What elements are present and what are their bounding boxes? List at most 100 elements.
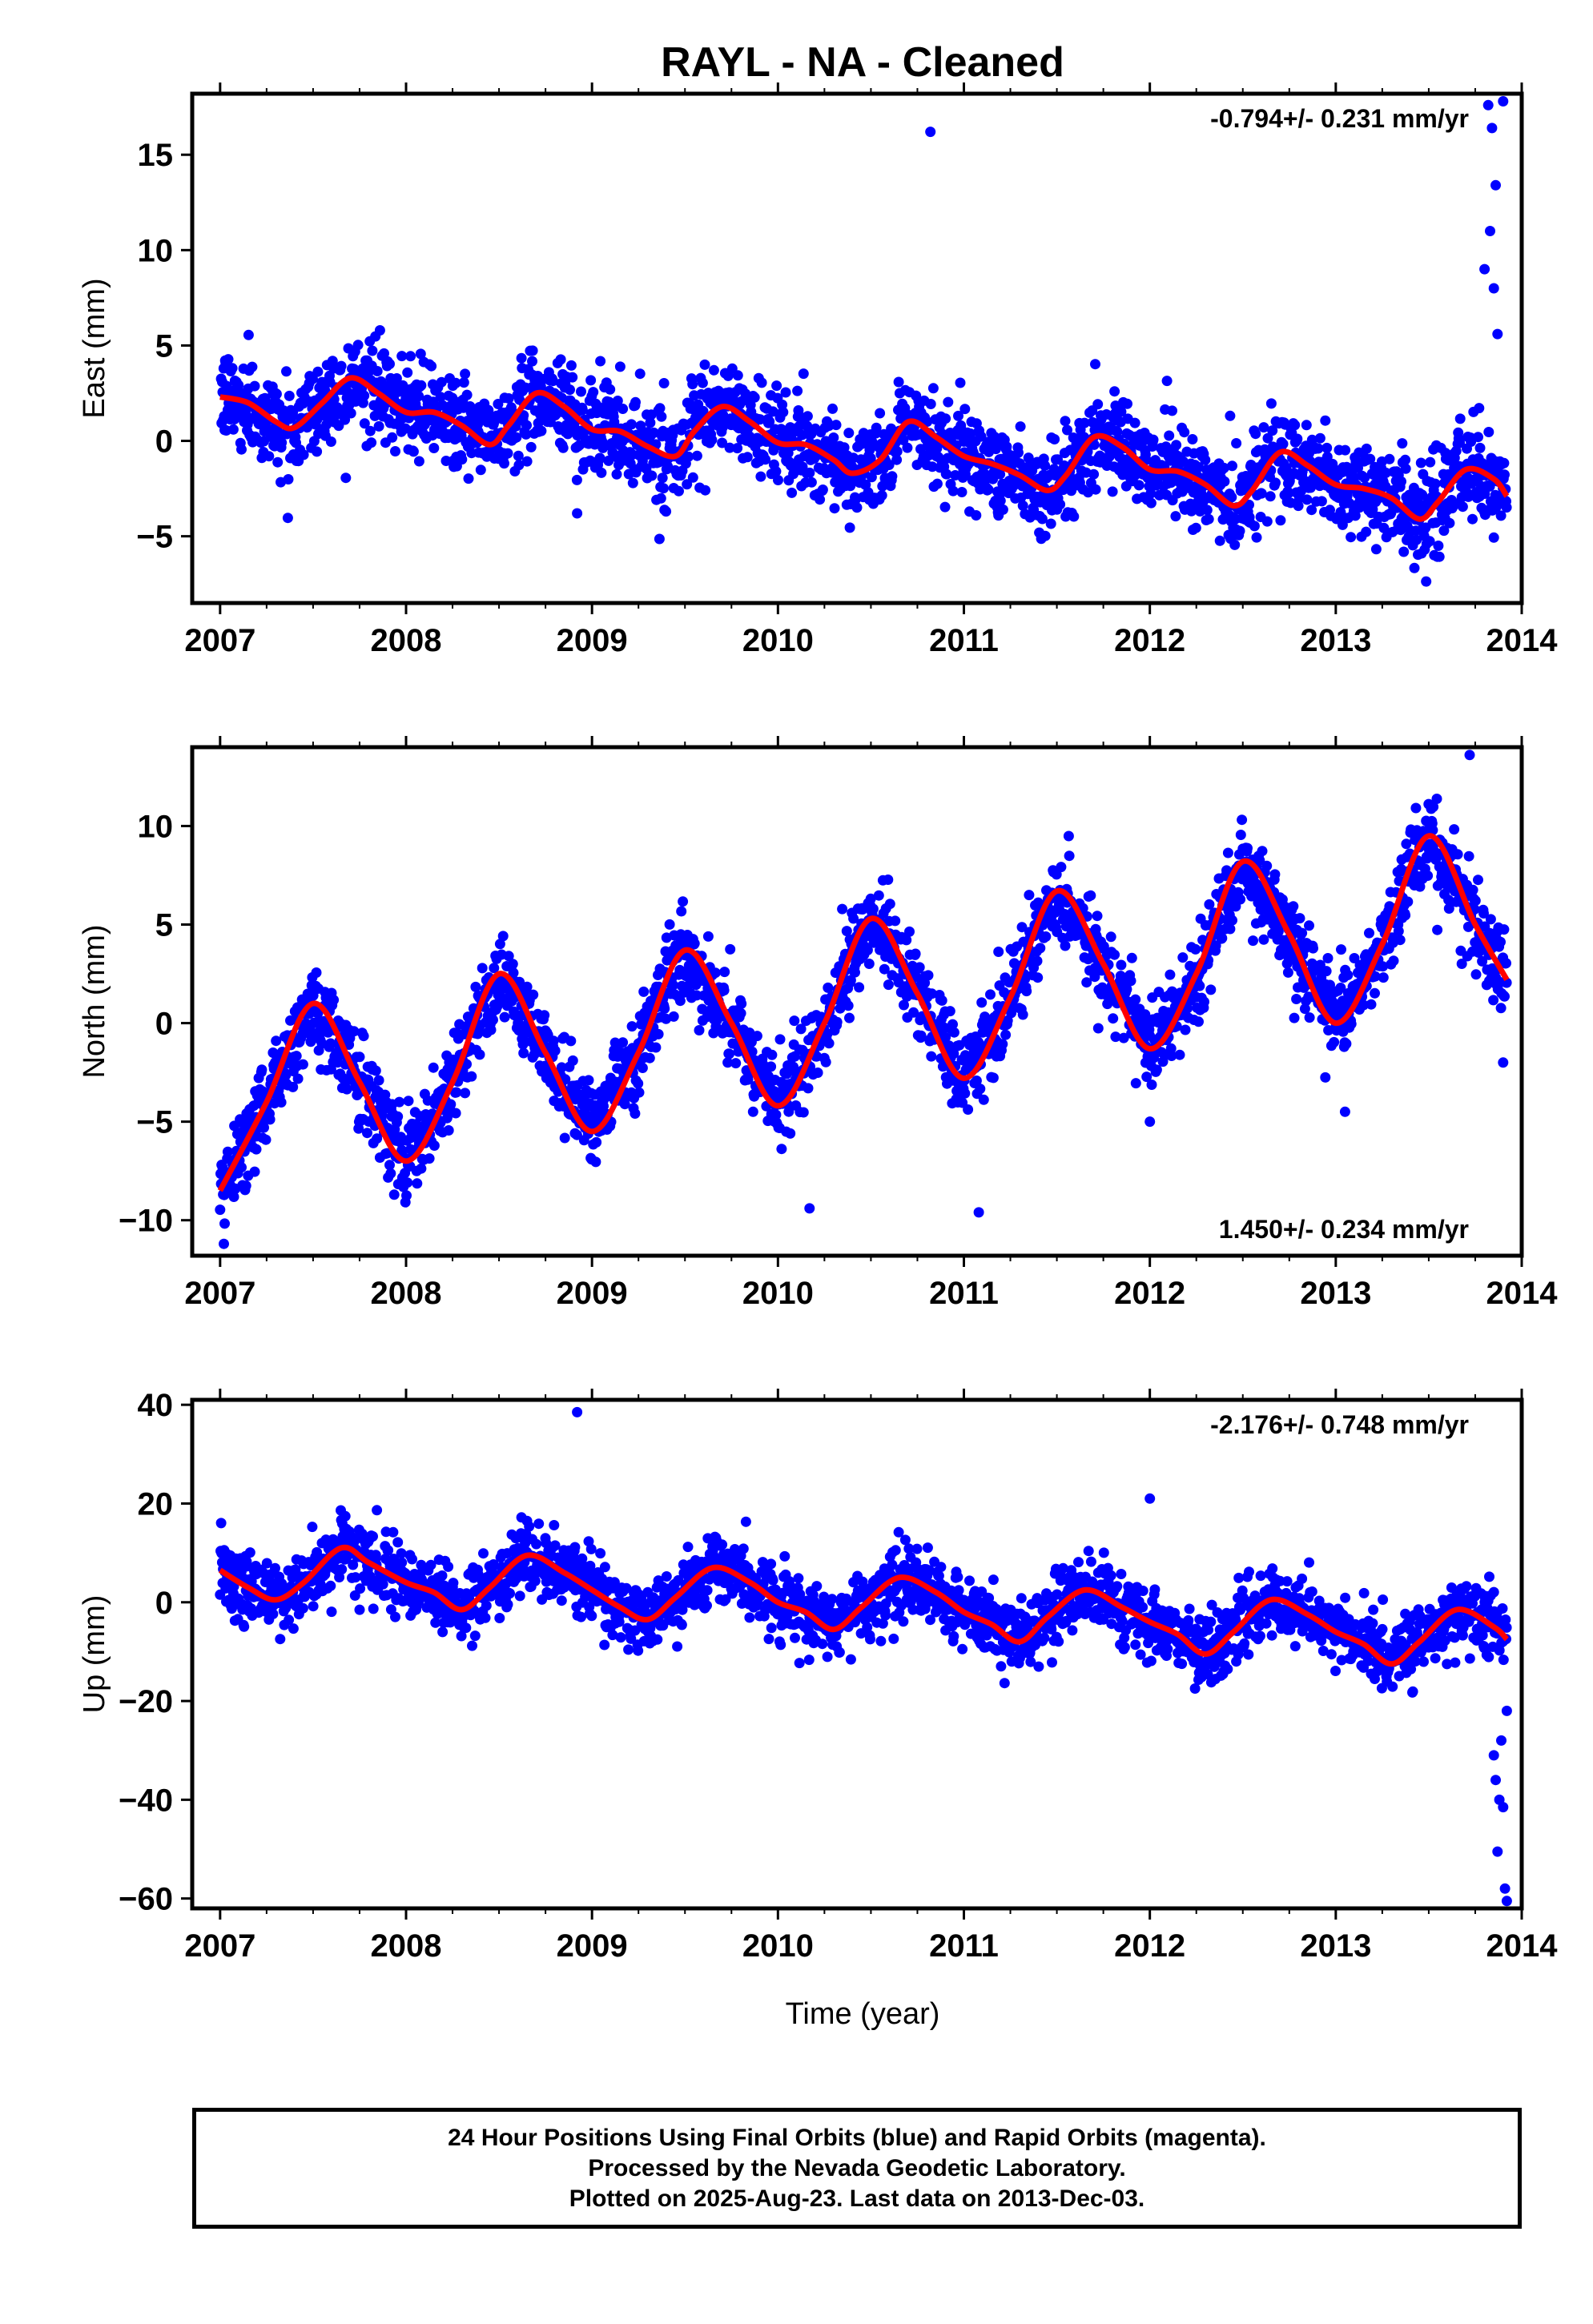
data-point (348, 1026, 360, 1037)
data-point (511, 432, 522, 443)
y-tick-label: −5 (136, 520, 173, 555)
data-point (485, 1024, 497, 1035)
data-point (736, 998, 747, 1009)
data-point (1167, 405, 1177, 416)
data-point (798, 368, 809, 380)
data-point (995, 468, 1006, 480)
data-point (312, 366, 324, 377)
data-point (354, 1051, 365, 1063)
data-point (596, 467, 607, 478)
data-point (1088, 468, 1100, 480)
data-point (927, 383, 939, 394)
data-point (1035, 943, 1046, 954)
data-point (697, 1003, 708, 1015)
data-point (1473, 432, 1483, 443)
data-point-outlier (1486, 123, 1498, 134)
data-point (983, 484, 994, 495)
data-point (963, 1104, 974, 1115)
data-point (605, 384, 616, 395)
data-point (827, 403, 838, 414)
data-point (1116, 959, 1127, 971)
data-point (848, 913, 859, 924)
data-point (630, 396, 641, 408)
plot-frame (190, 91, 1524, 605)
data-point (1479, 489, 1490, 499)
data-point (1092, 911, 1103, 922)
data-point (372, 1133, 383, 1144)
data-point (1016, 922, 1028, 933)
data-point (298, 449, 309, 460)
data-point (445, 1099, 457, 1110)
data-point (1194, 980, 1205, 991)
data-point (1273, 926, 1284, 937)
data-point (971, 1076, 982, 1086)
plot-area (215, 750, 1512, 1249)
data-point (1219, 476, 1230, 487)
data-point (664, 919, 675, 930)
data-point (1457, 501, 1468, 513)
data-point (1225, 923, 1236, 935)
data-point (749, 392, 760, 403)
data-point (514, 1019, 525, 1031)
data-point-outlier (1498, 1057, 1509, 1068)
data-point (260, 1134, 272, 1145)
data-point (955, 377, 966, 388)
data-point (1388, 955, 1399, 967)
data-point (1222, 847, 1233, 858)
data-point (1023, 452, 1034, 464)
data-point (367, 345, 378, 356)
data-point (1107, 486, 1118, 497)
data-point (1361, 526, 1372, 537)
x-tick-label: 2008 (371, 623, 442, 658)
data-point (1090, 359, 1100, 370)
data-point (927, 461, 938, 472)
data-point (654, 533, 665, 545)
data-point (340, 414, 351, 425)
data-point (249, 1166, 260, 1177)
data-point (1032, 955, 1043, 967)
data-point (1193, 1016, 1204, 1027)
data-point (280, 1070, 292, 1081)
data-point (706, 434, 718, 445)
data-point (1258, 422, 1269, 433)
data-point (650, 1042, 662, 1053)
data-point (223, 354, 234, 365)
data-point-outlier (973, 1207, 984, 1218)
data-point (1126, 952, 1137, 963)
data-point (276, 1097, 287, 1108)
data-point (215, 1518, 227, 1529)
x-tick-label: 2009 (557, 623, 628, 658)
data-point-outlier (1498, 96, 1509, 107)
data-point (308, 373, 318, 384)
data-point (1396, 476, 1406, 487)
data-point (458, 377, 469, 388)
data-point (1151, 1064, 1162, 1076)
data-point (766, 1061, 777, 1072)
data-point (1085, 890, 1096, 901)
data-point (1146, 1080, 1157, 1090)
data-point (264, 1114, 276, 1125)
data-point (1257, 846, 1268, 857)
data-point (413, 456, 424, 467)
data-point (1485, 914, 1496, 925)
data-point (694, 1025, 705, 1035)
data-point (1261, 516, 1273, 527)
data-point (1301, 494, 1313, 505)
data-point (1292, 433, 1303, 444)
data-point (1483, 427, 1494, 437)
data-point (789, 1015, 800, 1027)
data-point (1090, 484, 1101, 495)
data-point (1401, 838, 1412, 850)
data-point (1342, 970, 1354, 980)
model-fit-line (217, 833, 1510, 1192)
data-point (1125, 975, 1136, 987)
data-point (565, 360, 577, 371)
data-point (817, 485, 828, 495)
data-point (1204, 899, 1215, 910)
data-point (617, 404, 629, 414)
figure-title: RAYL - NA - Cleaned (661, 39, 1064, 86)
data-point (678, 896, 689, 907)
data-point (1353, 462, 1363, 473)
data-point (1109, 386, 1120, 397)
